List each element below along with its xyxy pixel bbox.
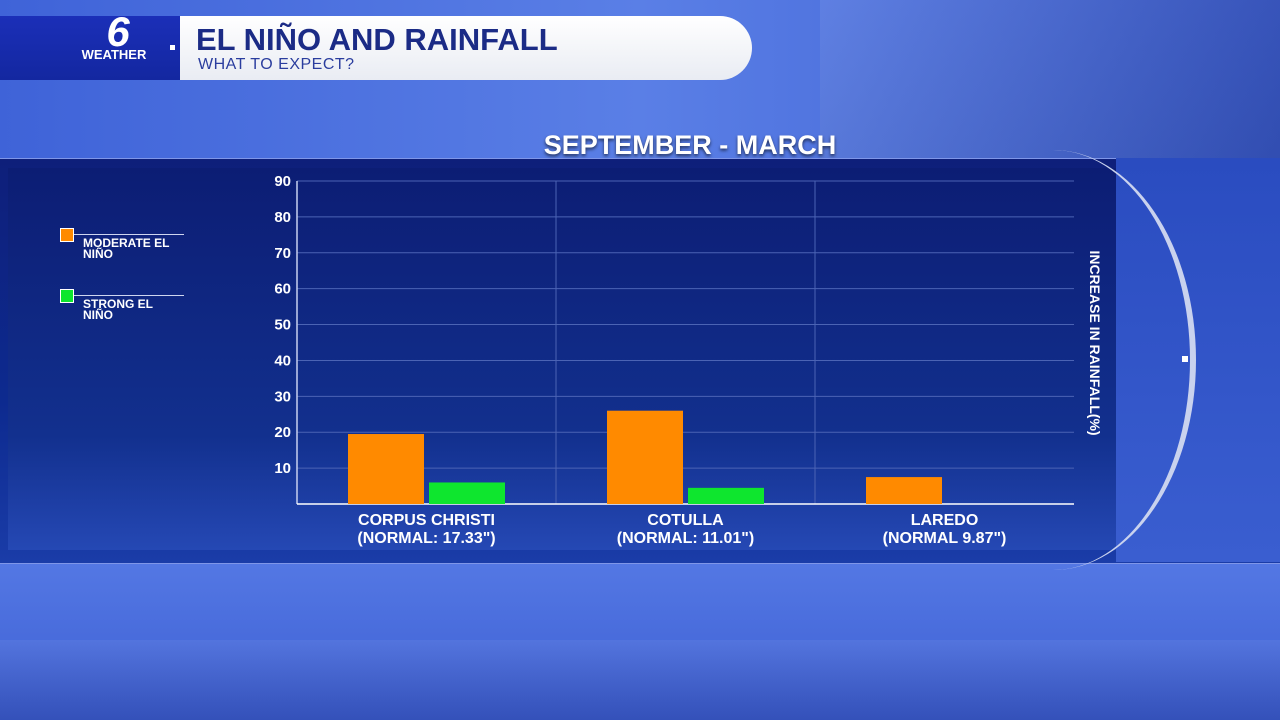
y-axis-label: INCREASE IN RAINFALL(%) bbox=[1087, 250, 1103, 435]
legend-label-strong: STRONG EL NIÑO bbox=[83, 297, 193, 322]
legend-label-line2: NIÑO bbox=[83, 308, 113, 322]
page-subtitle: WHAT TO EXPECT? bbox=[198, 56, 355, 73]
decorative-arc bbox=[910, 150, 1196, 570]
y-tick-label: 70 bbox=[274, 245, 291, 262]
logo-dot-icon bbox=[170, 45, 175, 50]
y-tick-label: 80 bbox=[274, 209, 291, 226]
x-category-label: (NORMAL 9.87") bbox=[883, 530, 1007, 547]
y-tick-label: 20 bbox=[274, 424, 291, 441]
bar-strong bbox=[688, 487, 764, 504]
y-tick-label: 90 bbox=[274, 173, 291, 190]
legend-divider bbox=[74, 234, 184, 235]
y-tick-label: 10 bbox=[274, 460, 291, 477]
bar-moderate bbox=[866, 477, 942, 504]
legend-divider bbox=[74, 295, 184, 296]
chart-title: SEPTEMBER - MARCH bbox=[543, 130, 837, 160]
legend-swatch-moderate bbox=[60, 228, 74, 242]
legend-swatch-strong bbox=[60, 289, 74, 303]
background-bottom-shade bbox=[0, 640, 1280, 720]
y-tick-label: 50 bbox=[274, 317, 291, 334]
y-tick-label: 30 bbox=[274, 388, 291, 405]
arc-dot-icon bbox=[1182, 356, 1188, 362]
y-tick-label: 60 bbox=[274, 281, 291, 298]
logo-text: WEATHER bbox=[81, 47, 147, 62]
bar-moderate bbox=[348, 434, 424, 504]
x-category-label: LAREDO bbox=[911, 512, 979, 529]
x-category-label: (NORMAL: 17.33") bbox=[357, 530, 495, 547]
x-category-label: CORPUS CHRISTI bbox=[358, 512, 495, 529]
x-category-label: (NORMAL: 11.01") bbox=[617, 530, 754, 547]
background-bottom bbox=[0, 560, 1280, 720]
bar-moderate bbox=[607, 410, 683, 504]
legend-label-line2: NIÑO bbox=[83, 247, 113, 261]
background-top-right bbox=[820, 0, 1280, 160]
legend-label-line1: MODERATE EL bbox=[83, 236, 170, 250]
logo-number: 6 bbox=[106, 8, 130, 55]
legend-label-line1: STRONG EL bbox=[83, 297, 154, 311]
legend-label-moderate: MODERATE EL NIÑO bbox=[83, 236, 193, 261]
y-tick-label: 40 bbox=[274, 352, 291, 369]
station-logo bbox=[0, 16, 180, 80]
page-title: EL NIÑO AND RAINFALL bbox=[196, 22, 558, 57]
x-category-label: COTULLA bbox=[647, 512, 724, 529]
bar-strong bbox=[429, 482, 505, 504]
